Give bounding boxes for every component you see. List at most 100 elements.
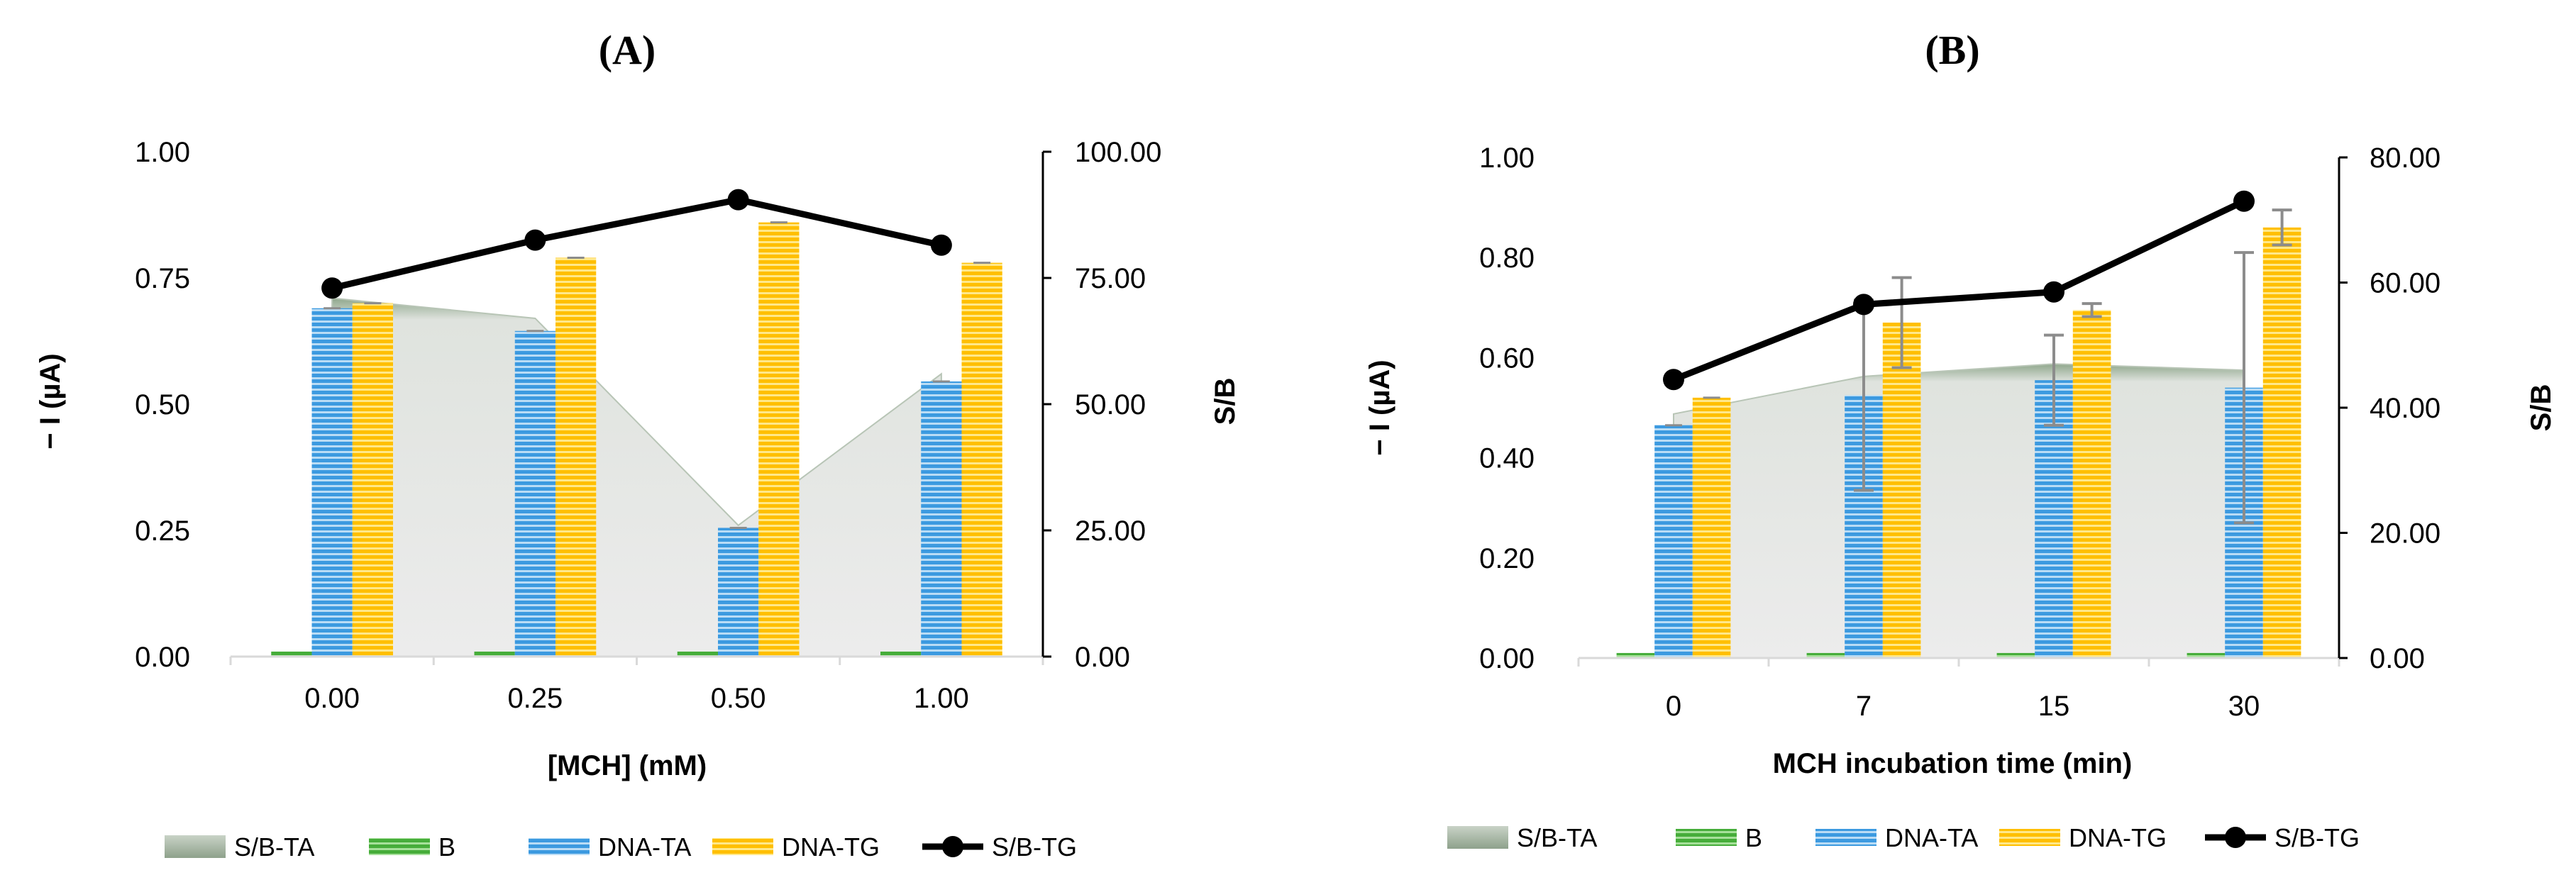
legend-item-dna-ta: DNA-TA [1815, 823, 1978, 852]
marker-sb-tg [321, 277, 343, 299]
panel-b-y2-axis-title: S/B [2526, 384, 2557, 432]
legend-swatch-marker [2225, 827, 2246, 848]
y-tick-label: 0.20 [1479, 543, 1535, 574]
bar-dna-tg [555, 257, 597, 657]
legend-item-b: B [369, 832, 455, 862]
legend-label: B [438, 832, 455, 862]
legend-item-dna-tg: DNA-TG [1999, 823, 2167, 852]
legend-swatch-sb-ta [1447, 826, 1508, 849]
legend-label: DNA-TA [1885, 823, 1978, 852]
panel-a-title: (A) [599, 27, 656, 73]
x-tick-label: 15 [2038, 691, 2070, 722]
legend-item-s/b-ta: S/B-TA [1447, 823, 1597, 852]
x-tick-label: 30 [2228, 691, 2260, 722]
x-tick-label: 0.50 [711, 683, 766, 714]
bar-dna-ta [311, 308, 353, 657]
x-tick-label: 1.00 [914, 683, 969, 714]
y-tick-label: 0.80 [1479, 242, 1535, 274]
y-tick-label: 0.00 [135, 642, 190, 673]
panel-b-y-axis-title: − I (µA) [1364, 359, 1395, 455]
bar-b [474, 651, 515, 657]
plot-panel-a: 0.00 0.25 0.50 0.75 1.00 0.00 25.00 50.00 75.00 1… [135, 137, 1161, 714]
legend-item-s/b-ta: S/B-TA [165, 832, 314, 862]
legend-swatch-b [369, 838, 430, 855]
marker-sb-tg [2043, 281, 2064, 303]
bar-dna-tg [961, 262, 1002, 657]
legend-swatch-dna-ta [1815, 829, 1876, 846]
legend-label: S/B-TA [1517, 823, 1597, 852]
x-tick-label: 0 [1666, 691, 1681, 722]
bar-b [1806, 652, 1845, 658]
y-tick-label: 1.00 [135, 137, 190, 168]
y-tick-label: 0.00 [1479, 643, 1535, 674]
x-tick-label: 0.00 [304, 683, 360, 714]
y-tick-label: 1.00 [1479, 143, 1535, 174]
bar-b [1996, 652, 2035, 658]
bar-dna-tg [758, 222, 800, 657]
panel-a-y2-axis-title: S/B [1210, 378, 1241, 425]
panel-b-title: (B) [1925, 27, 1979, 73]
legend-label: S/B-TG [2274, 823, 2360, 852]
y-tick-label: 0.25 [135, 515, 190, 547]
legend-label: S/B-TA [234, 832, 314, 862]
marker-sb-tg [2233, 190, 2255, 212]
legend-label: S/B-TG [992, 832, 1077, 862]
legend-label: DNA-TA [598, 832, 691, 862]
y2-tick-label: 80.00 [2370, 143, 2440, 174]
legend-swatch-dna-tg [1999, 829, 2060, 846]
x-tick-label: 7 [1856, 691, 1872, 722]
plot-panel-b: 0.00 0.20 0.40 0.60 0.80 1.00 0.00 20.00 40.00 60… [1479, 143, 2440, 722]
marker-sb-tg [727, 189, 749, 211]
panel-a-x-axis-title: [MCH] (mM) [548, 750, 707, 781]
panel-b-x-axis-title: MCH incubation time (min) [1773, 748, 2133, 779]
marker-sb-tg [930, 234, 952, 256]
legend-panel-b: S/B-TA B DNA-TA DNA-TG S/B-TG [1447, 823, 2360, 852]
legend-swatch-dna-tg [712, 838, 773, 855]
y2-tick-label: 75.00 [1075, 263, 1146, 294]
y-tick-label: 0.50 [135, 389, 190, 420]
bar-dna-ta [1654, 425, 1693, 658]
y-tick-label: 0.75 [135, 263, 190, 294]
y2-tick-label: 40.00 [2370, 393, 2440, 424]
marker-sb-tg [1853, 294, 1874, 316]
legend-item-dna-ta: DNA-TA [529, 832, 691, 862]
legend-label: DNA-TG [2069, 823, 2167, 852]
marker-sb-tg [524, 229, 546, 251]
bar-dna-tg [352, 303, 393, 657]
bar-dna-ta [718, 528, 759, 657]
y2-tick-label: 20.00 [2370, 518, 2440, 550]
bar-dna-ta [514, 330, 555, 657]
marker-sb-tg [1663, 369, 1684, 391]
y2-tick-label: 100.00 [1075, 137, 1161, 168]
y2-tick-label: 0.00 [1075, 642, 1130, 673]
bar-dna-tg [2072, 310, 2111, 658]
bar-b [271, 651, 312, 657]
legend-swatch-b [1676, 829, 1737, 846]
line-sb-tg [1672, 198, 2245, 383]
panel-a-y-axis-title: − I (µA) [35, 353, 66, 449]
y-tick-label: 0.60 [1479, 342, 1535, 374]
legend-item-s/b-tg: S/B-TG [2205, 823, 2360, 852]
y2-tick-label: 50.00 [1075, 389, 1146, 420]
bar-dna-ta [921, 381, 962, 657]
y2-tick-label: 60.00 [2370, 268, 2440, 299]
legend-swatch-sb-ta [165, 835, 226, 858]
bar-b [677, 651, 718, 657]
legend-panel-a: S/B-TA B DNA-TA DNA-TG S/B-TG [165, 832, 1077, 862]
bar-dna-tg [1882, 322, 1921, 658]
bar-b [1616, 652, 1655, 658]
y2-tick-label: 0.00 [2370, 643, 2425, 674]
bar-dna-tg [2262, 227, 2301, 659]
bar-dna-tg [1692, 397, 1731, 658]
legend-label: B [1745, 823, 1762, 852]
y2-tick-label: 25.00 [1075, 515, 1146, 547]
legend-swatch-dna-ta [529, 838, 590, 855]
line-sb-tg [331, 196, 942, 291]
legend-item-b: B [1676, 823, 1762, 852]
bar-b [2187, 652, 2226, 658]
legend-label: DNA-TG [782, 832, 880, 862]
x-tick-label: 0.25 [507, 683, 563, 714]
bar-b [880, 651, 922, 657]
